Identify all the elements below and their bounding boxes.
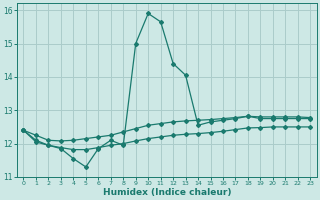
X-axis label: Humidex (Indice chaleur): Humidex (Indice chaleur) <box>103 188 231 197</box>
